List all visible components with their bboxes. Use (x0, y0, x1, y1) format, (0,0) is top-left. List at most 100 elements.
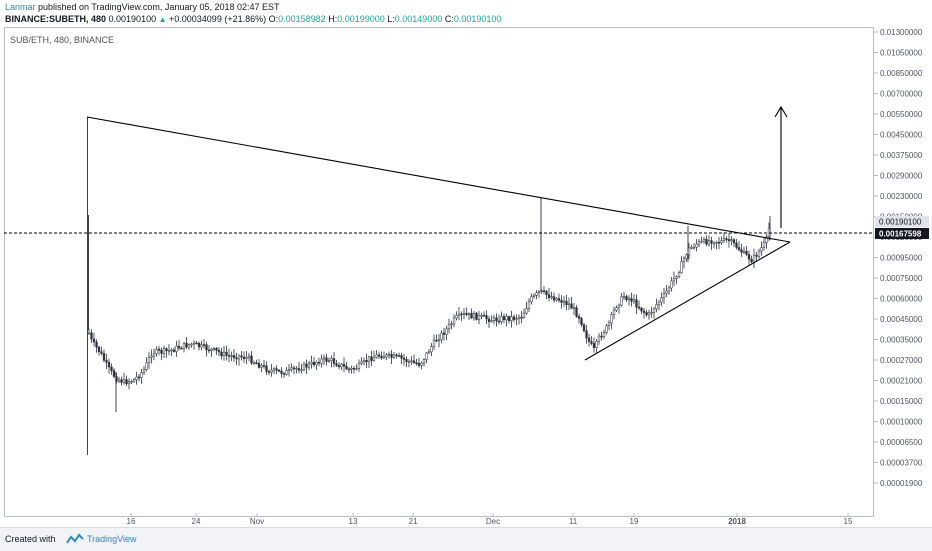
candle (120, 379, 123, 383)
candle (560, 300, 563, 303)
candle (245, 357, 248, 359)
candle (297, 368, 301, 371)
candle (145, 362, 148, 370)
candle (270, 369, 273, 373)
candle (327, 360, 331, 362)
candle (517, 316, 521, 319)
candle (745, 250, 748, 255)
descending-trendline[interactable] (86, 116, 791, 243)
candle (117, 379, 121, 382)
candle (520, 316, 523, 319)
candle (192, 342, 196, 345)
candle (510, 316, 513, 321)
candle (132, 379, 136, 382)
candle (567, 303, 571, 306)
chart-pane[interactable] (4, 27, 874, 517)
candle (542, 290, 546, 292)
candle (537, 291, 541, 294)
x-tick-label: 21 (409, 517, 418, 526)
candle (380, 355, 383, 359)
candle (342, 363, 346, 367)
candle (530, 296, 533, 303)
candle (217, 350, 221, 353)
candle (702, 238, 706, 242)
candle (565, 300, 568, 306)
candle (505, 316, 508, 321)
candle (235, 357, 238, 360)
candle (697, 241, 701, 245)
candle (595, 340, 598, 349)
candle (562, 300, 566, 303)
candle (475, 312, 478, 320)
open-label: O: (266, 14, 279, 24)
time-axis[interactable]: 16 24 Nov 13 21 Dec 11 19 2018 15 (127, 513, 853, 526)
candle (610, 314, 613, 324)
y-tick-label: 0.00001900 (880, 479, 923, 488)
symbol-label[interactable]: BINANCE:SUBETH, 480 (5, 14, 107, 24)
candle (392, 354, 396, 358)
tradingview-brand-link[interactable]: TradingView (87, 534, 137, 544)
candle (185, 342, 188, 348)
candle (437, 339, 441, 342)
footer-bar: Created with TradingView (0, 527, 932, 551)
candle (685, 254, 688, 260)
candle (422, 359, 426, 364)
created-with-text: Created with (5, 534, 56, 544)
candle (130, 381, 133, 383)
y-tick-label: 0.00450000 (880, 131, 923, 140)
candle (670, 280, 673, 289)
candle (555, 298, 558, 301)
drawing-layer (4, 105, 874, 361)
candle (395, 354, 398, 357)
candle (762, 242, 766, 248)
candle (615, 307, 618, 311)
candle (357, 363, 361, 369)
candle (102, 353, 106, 361)
candle (515, 318, 518, 320)
candle (210, 348, 213, 351)
y-tick-label: 0.00095000 (880, 254, 923, 263)
candle (265, 365, 268, 372)
candle (592, 343, 596, 349)
candle (390, 353, 393, 358)
candle (580, 318, 583, 325)
candle (650, 312, 653, 314)
candle (280, 370, 283, 374)
candle (512, 316, 516, 320)
y-tick-label: 0.00700000 (880, 90, 923, 99)
candle (122, 379, 126, 383)
candle (747, 254, 751, 260)
candle (292, 367, 296, 370)
y-tick-label: 0.00375000 (880, 151, 923, 160)
candle (667, 287, 671, 292)
candle (287, 369, 291, 371)
candle (232, 355, 236, 358)
tradingview-logo-icon (66, 533, 84, 544)
candle (425, 352, 428, 360)
candle (162, 348, 166, 354)
candle (95, 341, 98, 348)
candle (340, 363, 343, 368)
candle (375, 354, 378, 358)
candle (152, 353, 156, 357)
ascending-trendline[interactable] (584, 241, 791, 361)
candle (440, 332, 443, 341)
candle (597, 335, 601, 342)
candle (202, 344, 206, 346)
candle (172, 349, 176, 352)
candle (385, 354, 388, 358)
price-axis[interactable]: 0.01300000 0.01050000 0.00850000 0.00700000… (874, 28, 923, 488)
candle (250, 355, 253, 364)
close-value: 0.00190100 (453, 14, 502, 24)
candle (275, 368, 278, 371)
candle (600, 335, 603, 338)
candle (742, 250, 746, 253)
candle (737, 247, 741, 251)
price-chart[interactable]: 0.01300000 0.01050000 0.00850000 0.00700000… (0, 0, 932, 527)
candle (465, 313, 468, 315)
candle (717, 241, 721, 244)
author-link[interactable]: Lanmar (5, 2, 36, 12)
x-tick-label: Dec (486, 517, 500, 526)
candle (640, 307, 643, 312)
candle (277, 369, 281, 372)
